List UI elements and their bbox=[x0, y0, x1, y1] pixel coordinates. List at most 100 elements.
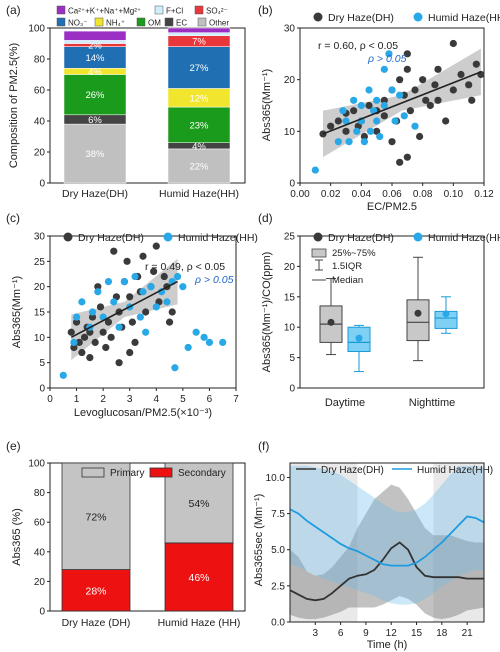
panel-f-xtick-label: 9 bbox=[363, 628, 369, 639]
panel-c-point bbox=[160, 272, 168, 281]
panel-e-ytick-label: 80 bbox=[34, 488, 46, 499]
panel-f-ytick-label: 10.0 bbox=[266, 473, 286, 484]
panel-b-point bbox=[403, 65, 411, 73]
panel-d-ytick-label: 5 bbox=[289, 353, 295, 364]
panel-b-ylabel: Abs365(Mm⁻¹) bbox=[261, 69, 273, 141]
panel-c-point bbox=[142, 328, 150, 336]
panel-c: 0 5 10 15 20 25 30 0 1 2 3 4 5 6 7 r = 0.49, ρ < 0.05ρ … bbox=[6, 211, 258, 419]
panel-a-legend-swatch bbox=[164, 17, 174, 27]
panel-f-frame bbox=[289, 462, 485, 623]
panel-c-point bbox=[78, 348, 86, 357]
panel-c-ytick-label: 0 bbox=[39, 384, 45, 395]
panel-e: 0 20 40 60 80 100 (e) Abs365 (%) 28% 72% Dry Haze … bbox=[6, 439, 246, 629]
panel-a-segment-label: 26% bbox=[85, 90, 105, 101]
panel-b-point bbox=[422, 96, 430, 104]
panel-c-point bbox=[110, 298, 118, 306]
panel-a-segment-label: 4% bbox=[192, 141, 206, 152]
panel-a-legend-label: SO₄²⁻ bbox=[206, 7, 228, 16]
panel-f-xtick-label: 21 bbox=[462, 628, 474, 639]
panel-b-point bbox=[385, 50, 393, 58]
panel-c-legend-dh-label: Dry Haze(DH) bbox=[78, 232, 144, 244]
panel-b-ytick-label: 10 bbox=[284, 127, 296, 138]
panel-a-legend: Ca²⁺+K⁺+Na⁺+Mg²⁺ F+Cl SO₄²⁻ NO₃⁻ NH₄⁺ OM EC Oth… bbox=[56, 5, 229, 28]
panel-c-point bbox=[78, 298, 86, 306]
panel-b-ytick-label: 30 bbox=[284, 24, 296, 35]
panel-c-point bbox=[126, 293, 134, 301]
panel-d-mean bbox=[442, 310, 450, 318]
panel-c-point bbox=[75, 338, 83, 346]
panel-d-ylabel: Abs365(Mm⁻¹)/CO(ppm) bbox=[261, 252, 273, 373]
panel-c-xtick-label: 7 bbox=[233, 394, 239, 405]
panel-d-mean bbox=[355, 334, 363, 342]
panel-c-legend-hh-marker bbox=[163, 232, 173, 242]
panel-a-ytick-label: 20 bbox=[34, 148, 46, 159]
panel-b-point bbox=[468, 96, 476, 104]
panel-a-segment-label: 27% bbox=[189, 63, 209, 74]
panel-c-point bbox=[136, 313, 144, 321]
panel-c-point bbox=[72, 318, 81, 326]
panel-a-segment-label: 23% bbox=[189, 120, 209, 131]
panel-a-segment-label: 6% bbox=[88, 115, 102, 126]
panel-c-point bbox=[168, 308, 176, 316]
panel-b-point bbox=[449, 86, 457, 94]
panel-b-legend-dh-marker bbox=[313, 12, 323, 22]
panel-c-point bbox=[205, 338, 214, 346]
panel-d-key-label: Median bbox=[332, 275, 363, 286]
panel-f-legend-label: Humid Haze(HH) bbox=[417, 465, 493, 476]
panel-d-box bbox=[406, 299, 430, 342]
panel-c-point bbox=[59, 371, 67, 379]
panel-b-xtick-label: 0.06 bbox=[382, 189, 402, 200]
panel-c-fit-line bbox=[70, 280, 178, 339]
panel-a-bar-segment bbox=[63, 30, 127, 41]
panel-c-point bbox=[80, 333, 89, 341]
panel-a-legend-label: EC bbox=[176, 19, 187, 28]
panel-f-ytick-label: 5.0 bbox=[271, 545, 285, 556]
panel-f-xlabel: Time (h) bbox=[367, 639, 408, 651]
panel-e-legend: Primary Secondary bbox=[81, 467, 226, 479]
panel-b-xtick-label: 0.02 bbox=[321, 189, 341, 200]
panel-c-ytick-label: 5 bbox=[39, 358, 45, 369]
panel-b-point bbox=[416, 132, 424, 141]
panel-c-point bbox=[200, 333, 208, 341]
panel-b-point bbox=[350, 107, 358, 115]
panel-d-legend-dh-marker bbox=[313, 232, 323, 242]
panel-b-legend-dh-label: Dry Haze(DH) bbox=[328, 12, 394, 24]
panel-a-category-label: Dry Haze(DH) bbox=[62, 188, 128, 200]
panel-a-legend-label: Ca²⁺+K⁺+Na⁺+Mg²⁺ bbox=[68, 7, 141, 16]
panel-c-point bbox=[115, 323, 123, 331]
panel-b-point bbox=[334, 117, 342, 125]
panel-c-point bbox=[86, 354, 94, 362]
panel-c-point bbox=[99, 328, 107, 336]
panel-f-label: (f) bbox=[258, 439, 269, 453]
panel-a-bar-segment bbox=[167, 148, 231, 184]
panel-b-point bbox=[426, 101, 434, 110]
panel-c-xtick-label: 5 bbox=[180, 394, 186, 405]
panel-a-legend-swatch bbox=[194, 5, 204, 15]
panel-c-point bbox=[126, 348, 134, 357]
panel-a-category-label: Humid Haze(HH) bbox=[159, 188, 239, 200]
panel-c-xlabel: Levoglucosan/PM2.5(×10⁻³) bbox=[74, 407, 212, 419]
panel-b-point bbox=[366, 127, 375, 135]
panel-b-point bbox=[380, 65, 388, 73]
panel-a-legend-swatch bbox=[56, 17, 66, 27]
panel-e-ytick-label: 100 bbox=[28, 459, 45, 470]
panel-a: 0 20 40 60 80 100 (a) Composition of PM2.5(%) 38… bbox=[6, 3, 246, 200]
panel-e-segment-label: 46% bbox=[188, 572, 209, 584]
panel-b-point bbox=[472, 60, 480, 68]
panel-c-point bbox=[115, 359, 123, 367]
panel-a-legend-swatch bbox=[56, 5, 66, 15]
panel-b-point bbox=[370, 107, 378, 115]
panel-b-annotation-p: ρ > 0.05 bbox=[367, 53, 407, 65]
panel-e-ylabel: Abs365 (%) bbox=[11, 508, 23, 565]
panel-b-point bbox=[431, 81, 439, 89]
panel-d-key-label: 25%~75% bbox=[332, 248, 376, 259]
panel-c-point bbox=[131, 338, 139, 346]
panel-a-bar-segment bbox=[167, 32, 231, 37]
panel-f-legend: Dry Haze(DH) Humid Haze(HH) bbox=[296, 465, 493, 476]
panel-c-ytick-label: 30 bbox=[34, 232, 46, 243]
panel-b-point bbox=[339, 107, 347, 115]
panel-b-point bbox=[334, 138, 342, 146]
panel-e-segment-label: 72% bbox=[85, 511, 106, 523]
panel-a-bar-segment bbox=[167, 46, 231, 89]
panel-c-ytick-label: 15 bbox=[34, 308, 46, 319]
